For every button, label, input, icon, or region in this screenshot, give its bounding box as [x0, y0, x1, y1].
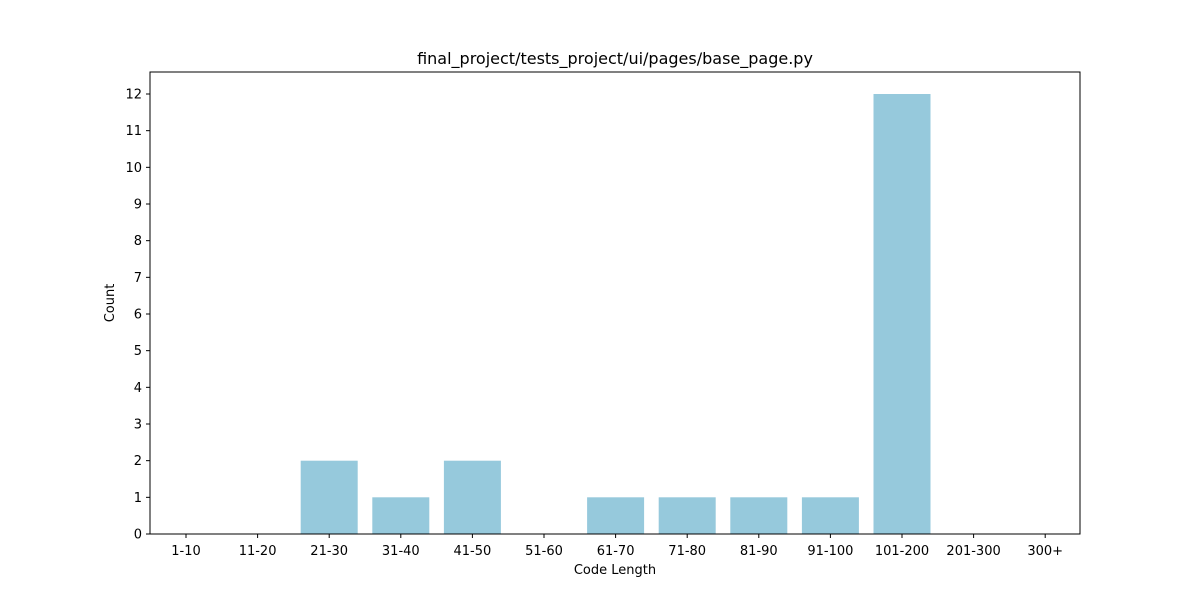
bar-101-200	[873, 94, 931, 534]
bar-31-40	[372, 497, 430, 534]
x-tick-label: 31-40	[382, 544, 420, 559]
x-tick-label: 21-30	[310, 544, 348, 559]
y-tick-label: 6	[134, 308, 142, 323]
x-tick-label: 91-100	[807, 544, 853, 559]
x-tick-label: 51-60	[525, 544, 563, 559]
y-tick-label: 11	[125, 124, 142, 139]
x-tick-label: 71-80	[668, 544, 706, 559]
bars-layer	[300, 94, 931, 534]
x-tick-label: 11-20	[239, 544, 277, 559]
y-tick-label: 10	[125, 161, 142, 176]
x-axis-ticks: 1-10 11-20 21-30 31-40 41-50 51-60 61-70 71-80 8…	[171, 534, 1063, 559]
y-tick-label: 7	[134, 271, 142, 286]
y-tick-label: 2	[134, 454, 142, 469]
y-tick-label: 5	[134, 344, 142, 359]
x-tick-label: 41-50	[454, 544, 492, 559]
x-axis-label: Code Length	[574, 563, 656, 578]
y-tick-label: 12	[125, 88, 142, 103]
bar-91-100	[801, 497, 859, 534]
plot-frame	[149, 71, 1081, 535]
chart-title: final_project/tests_project/ui/pages/bas…	[417, 49, 813, 69]
bar-61-70	[587, 497, 645, 534]
y-tick-label: 9	[134, 198, 142, 213]
bar-21-30	[300, 460, 358, 534]
bar-71-80	[658, 497, 716, 534]
x-tick-label: 201-300	[946, 544, 1000, 559]
x-tick-label: 300+	[1027, 544, 1063, 559]
x-tick-label: 101-200	[875, 544, 929, 559]
y-tick-label: 4	[134, 381, 142, 396]
y-tick-label: 8	[134, 234, 142, 249]
x-tick-label: 61-70	[597, 544, 635, 559]
bar-41-50	[443, 460, 501, 534]
y-tick-label: 3	[134, 418, 142, 433]
y-tick-label: 1	[134, 491, 142, 506]
bar-81-90	[730, 497, 788, 534]
y-axis-label: Count	[103, 284, 118, 323]
x-tick-label: 81-90	[740, 544, 778, 559]
y-tick-label: 0	[134, 528, 142, 543]
x-tick-label: 1-10	[171, 544, 201, 559]
